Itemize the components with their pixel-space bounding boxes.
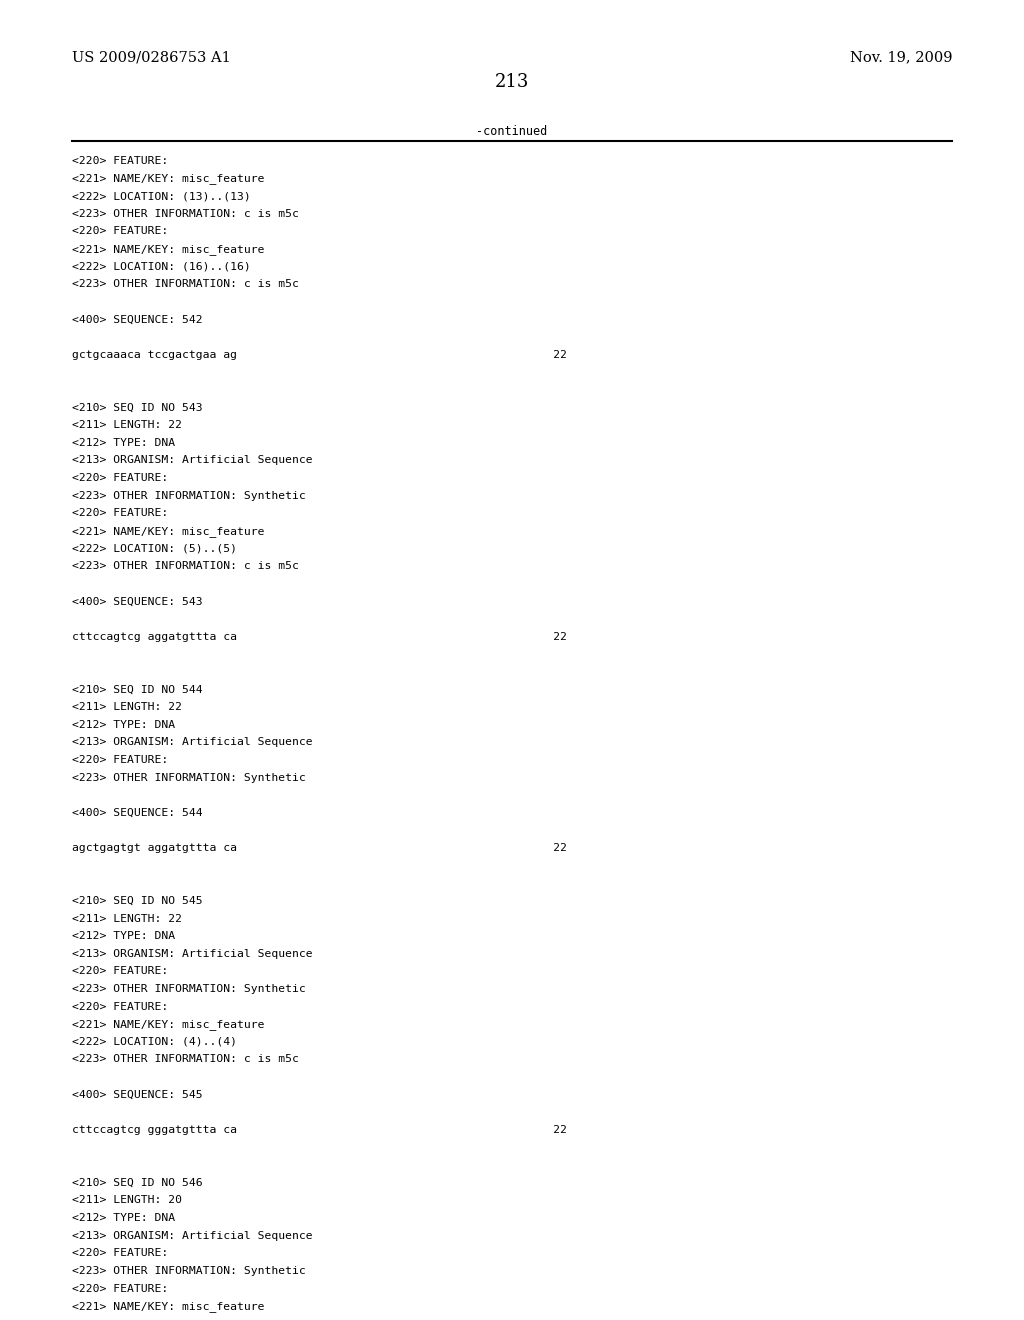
Text: <221> NAME/KEY: misc_feature: <221> NAME/KEY: misc_feature <box>72 1302 264 1312</box>
Text: <211> LENGTH: 20: <211> LENGTH: 20 <box>72 1196 181 1205</box>
Text: <210> SEQ ID NO 546: <210> SEQ ID NO 546 <box>72 1177 203 1188</box>
Text: <212> TYPE: DNA: <212> TYPE: DNA <box>72 438 175 447</box>
Text: <220> FEATURE:: <220> FEATURE: <box>72 1249 168 1258</box>
Text: <223> OTHER INFORMATION: Synthetic: <223> OTHER INFORMATION: Synthetic <box>72 1266 305 1276</box>
Text: <400> SEQUENCE: 543: <400> SEQUENCE: 543 <box>72 597 203 606</box>
Text: cttccagtcg aggatgttta ca                                              22: cttccagtcg aggatgttta ca 22 <box>72 631 566 642</box>
Text: <223> OTHER INFORMATION: c is m5c: <223> OTHER INFORMATION: c is m5c <box>72 279 299 289</box>
Text: Nov. 19, 2009: Nov. 19, 2009 <box>850 50 952 65</box>
Text: <223> OTHER INFORMATION: c is m5c: <223> OTHER INFORMATION: c is m5c <box>72 561 299 572</box>
Text: <210> SEQ ID NO 545: <210> SEQ ID NO 545 <box>72 896 203 906</box>
Text: <213> ORGANISM: Artificial Sequence: <213> ORGANISM: Artificial Sequence <box>72 1230 312 1241</box>
Text: <212> TYPE: DNA: <212> TYPE: DNA <box>72 1213 175 1224</box>
Text: agctgagtgt aggatgttta ca                                              22: agctgagtgt aggatgttta ca 22 <box>72 843 566 853</box>
Text: <213> ORGANISM: Artificial Sequence: <213> ORGANISM: Artificial Sequence <box>72 738 312 747</box>
Text: gctgcaaaca tccgactgaa ag                                              22: gctgcaaaca tccgactgaa ag 22 <box>72 350 566 359</box>
Text: <222> LOCATION: (13)..(13): <222> LOCATION: (13)..(13) <box>72 191 251 201</box>
Text: <223> OTHER INFORMATION: Synthetic: <223> OTHER INFORMATION: Synthetic <box>72 983 305 994</box>
Text: <213> ORGANISM: Artificial Sequence: <213> ORGANISM: Artificial Sequence <box>72 949 312 958</box>
Text: <400> SEQUENCE: 545: <400> SEQUENCE: 545 <box>72 1090 203 1100</box>
Text: <212> TYPE: DNA: <212> TYPE: DNA <box>72 719 175 730</box>
Text: <220> FEATURE:: <220> FEATURE: <box>72 1283 168 1294</box>
Text: <211> LENGTH: 22: <211> LENGTH: 22 <box>72 420 181 430</box>
Text: <222> LOCATION: (4)..(4): <222> LOCATION: (4)..(4) <box>72 1038 237 1047</box>
Text: <221> NAME/KEY: misc_feature: <221> NAME/KEY: misc_feature <box>72 1019 264 1030</box>
Text: <213> ORGANISM: Artificial Sequence: <213> ORGANISM: Artificial Sequence <box>72 455 312 466</box>
Text: US 2009/0286753 A1: US 2009/0286753 A1 <box>72 50 230 65</box>
Text: <221> NAME/KEY: misc_feature: <221> NAME/KEY: misc_feature <box>72 525 264 537</box>
Text: <220> FEATURE:: <220> FEATURE: <box>72 226 168 236</box>
Text: <221> NAME/KEY: misc_feature: <221> NAME/KEY: misc_feature <box>72 173 264 185</box>
Text: <220> FEATURE:: <220> FEATURE: <box>72 508 168 519</box>
Text: <220> FEATURE:: <220> FEATURE: <box>72 755 168 764</box>
Text: cttccagtcg gggatgttta ca                                              22: cttccagtcg gggatgttta ca 22 <box>72 1125 566 1135</box>
Text: -continued: -continued <box>476 125 548 139</box>
Text: <400> SEQUENCE: 544: <400> SEQUENCE: 544 <box>72 808 203 818</box>
Text: <400> SEQUENCE: 542: <400> SEQUENCE: 542 <box>72 314 203 325</box>
Text: <223> OTHER INFORMATION: c is m5c: <223> OTHER INFORMATION: c is m5c <box>72 1055 299 1064</box>
Text: <220> FEATURE:: <220> FEATURE: <box>72 1002 168 1011</box>
Text: <211> LENGTH: 22: <211> LENGTH: 22 <box>72 702 181 711</box>
Text: <211> LENGTH: 22: <211> LENGTH: 22 <box>72 913 181 924</box>
Text: <210> SEQ ID NO 544: <210> SEQ ID NO 544 <box>72 685 203 694</box>
Text: <223> OTHER INFORMATION: Synthetic: <223> OTHER INFORMATION: Synthetic <box>72 772 305 783</box>
Text: <222> LOCATION: (5)..(5): <222> LOCATION: (5)..(5) <box>72 544 237 553</box>
Text: <223> OTHER INFORMATION: c is m5c: <223> OTHER INFORMATION: c is m5c <box>72 209 299 219</box>
Text: 213: 213 <box>495 73 529 91</box>
Text: <223> OTHER INFORMATION: Synthetic: <223> OTHER INFORMATION: Synthetic <box>72 491 305 500</box>
Text: <212> TYPE: DNA: <212> TYPE: DNA <box>72 931 175 941</box>
Text: <220> FEATURE:: <220> FEATURE: <box>72 473 168 483</box>
Text: <221> NAME/KEY: misc_feature: <221> NAME/KEY: misc_feature <box>72 244 264 255</box>
Text: <220> FEATURE:: <220> FEATURE: <box>72 156 168 166</box>
Text: <210> SEQ ID NO 543: <210> SEQ ID NO 543 <box>72 403 203 412</box>
Text: <222> LOCATION: (16)..(16): <222> LOCATION: (16)..(16) <box>72 261 251 272</box>
Text: <220> FEATURE:: <220> FEATURE: <box>72 966 168 977</box>
